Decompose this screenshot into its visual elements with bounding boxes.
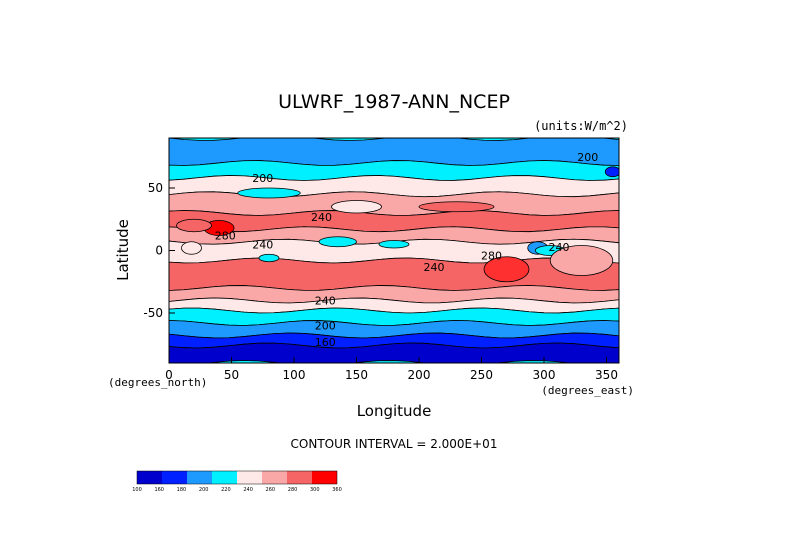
x-tick-label: 300 (533, 368, 556, 382)
color-blob (604, 166, 619, 178)
color-blob (237, 187, 301, 199)
contour-label: 240 (311, 211, 332, 224)
colorbar-label: 220 (221, 487, 231, 493)
x-tick-label: 350 (595, 368, 618, 382)
y-axis-ticks: -50 0 50 (143, 181, 175, 320)
color-blob (378, 240, 410, 249)
colorbar-swatch (287, 471, 312, 484)
contour-label: 200 (252, 172, 273, 185)
colorbar-label: 180 (177, 487, 187, 493)
contour-label: 240 (252, 238, 273, 251)
colorbar-swatch (187, 471, 212, 484)
x-tick-label: 50 (224, 368, 239, 382)
contour-label: 240 (424, 261, 445, 274)
colorbar-swatch (162, 471, 187, 484)
y-axis-units: (degrees_north) (108, 376, 207, 389)
y-tick-label: -50 (143, 306, 163, 320)
colorbar-label: 280 (288, 487, 298, 493)
y-tick-label: 0 (155, 244, 163, 258)
color-blob (176, 218, 212, 233)
contour-label: 280 (215, 230, 236, 243)
contour-label: 280 (481, 250, 502, 263)
colorbar-label: 300 (310, 487, 320, 493)
x-tick-label: 200 (408, 368, 431, 382)
x-tick-label: 0 (165, 368, 173, 382)
colorbar-label: 240 (243, 487, 253, 493)
x-tick-label: 100 (283, 368, 306, 382)
color-bands (169, 138, 619, 363)
colorbar-label: 200 (199, 487, 209, 493)
colorbar-label: 260 (266, 487, 276, 493)
colorbar-label: 360 (332, 487, 342, 493)
color-blob (331, 200, 382, 214)
chart-title: ULWRF_1987-ANN_NCEP (278, 91, 510, 113)
color-band (169, 342, 619, 363)
color-blob (549, 245, 614, 276)
color-blob (418, 201, 495, 213)
color-blob (181, 241, 202, 255)
contour-label: 160 (315, 336, 336, 349)
colorbar-label: 160 (154, 487, 164, 493)
contour-label: 200 (315, 320, 336, 333)
y-tick-label: 50 (148, 181, 163, 195)
color-blob (483, 256, 530, 283)
colorbar-swatch (262, 471, 287, 484)
x-axis-ticks: 0 50 100 150 200 250 300 350 (165, 357, 618, 382)
color-blobs (176, 166, 619, 283)
colorbar: 100 160 180 200 220 240 260 280 300 360 (132, 470, 342, 493)
contour-label: 200 (577, 151, 598, 164)
color-blob (258, 253, 280, 263)
colorbar-swatch (137, 471, 162, 484)
x-tick-label: 150 (345, 368, 368, 382)
units-note: (units:W/m^2) (534, 119, 628, 133)
colorbar-swatch (312, 471, 337, 484)
x-axis-label: Longitude (357, 402, 432, 420)
contour-interval: CONTOUR INTERVAL = 2.000E+01 (291, 437, 498, 451)
color-blob (318, 236, 357, 248)
contour-labels: 200 200 240 280 240 240 280 240 240 200 160 (215, 151, 599, 349)
y-axis-label: Latitude (114, 219, 132, 281)
contour-label: 240 (315, 295, 336, 308)
colorbar-swatch (212, 471, 237, 484)
colorbar-swatch (237, 471, 262, 484)
contour-label: 240 (549, 241, 570, 254)
colorbar-label: 100 (132, 487, 142, 493)
x-tick-label: 250 (470, 368, 493, 382)
x-axis-units: (degrees_east) (541, 384, 634, 397)
colorbar-frame (136, 470, 338, 485)
